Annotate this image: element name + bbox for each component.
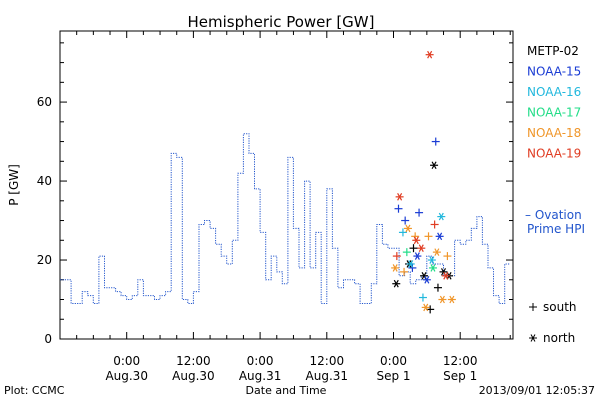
- satellite-markers: [391, 50, 456, 314]
- x-tick-label-time: 0:00: [113, 354, 140, 368]
- x-axis: 0:00Aug.3012:00Aug.300:00Aug.3112:00Aug.…: [76, 31, 511, 383]
- legend-noaa-15: NOAA-15: [527, 65, 581, 79]
- x-tick-label-time: 12:00: [310, 354, 345, 368]
- south-marker: [408, 263, 417, 272]
- north-marker: [403, 224, 412, 233]
- south-marker: [401, 216, 410, 225]
- north-marker: [395, 193, 404, 201]
- south-marker: [443, 252, 452, 261]
- x-tick-label-date: Aug.31: [306, 369, 349, 383]
- north-marker: [438, 295, 447, 304]
- north-marker-key: north: [529, 331, 575, 345]
- north-marker: [428, 264, 437, 272]
- north-marker: [427, 256, 436, 264]
- south-marker: [424, 232, 433, 241]
- north-key-label: north: [543, 331, 575, 345]
- south-marker: [402, 248, 411, 257]
- north-marker: [437, 212, 446, 221]
- y-axis: 0 20 40 60: [37, 42, 513, 346]
- south-marker: [409, 244, 418, 253]
- plot-source: Plot: CCMC: [4, 384, 65, 397]
- north-marker: [421, 303, 430, 312]
- legend-noaa-17: NOAA-17: [527, 106, 581, 120]
- south-marker-key: south: [529, 300, 577, 314]
- south-marker: [433, 283, 442, 292]
- north-marker: [412, 236, 421, 245]
- north-marker: [413, 252, 422, 260]
- legend-noaa-19: NOAA-19: [527, 147, 581, 161]
- north-marker: [447, 295, 456, 304]
- north-marker: [417, 244, 426, 252]
- south-marker: [400, 267, 409, 276]
- x-tick-label-time: 0:00: [247, 354, 274, 368]
- north-marker: [422, 275, 431, 284]
- y-tick-label: 60: [37, 95, 52, 109]
- chart-title: Hemispheric Power [GW]: [188, 13, 375, 31]
- south-marker: [398, 228, 407, 237]
- north-marker: [391, 264, 400, 272]
- x-tick-label-time: 12:00: [443, 354, 478, 368]
- ovation-series: [60, 133, 511, 304]
- x-tick-label-date: Aug.30: [172, 369, 215, 383]
- south-marker: [392, 252, 401, 261]
- south-marker: [394, 204, 403, 213]
- y-tick-label: 20: [37, 253, 52, 267]
- x-axis-label: Date and Time: [246, 384, 327, 397]
- south-marker: [415, 208, 424, 217]
- x-tick-label-time: 12:00: [176, 354, 211, 368]
- north-marker: [435, 232, 444, 241]
- south-marker: [431, 137, 440, 146]
- ovation-legend-line1: – Ovation: [525, 208, 582, 222]
- x-tick-label-date: Sep 1: [443, 369, 477, 383]
- legend-metp-02: METP-02: [527, 44, 579, 58]
- ovation-line: [60, 133, 511, 304]
- x-tick-label-date: Aug.30: [105, 369, 148, 383]
- north-marker: [441, 272, 450, 280]
- ovation-legend-line2: Prime HPI: [527, 222, 585, 236]
- legend-noaa-16: NOAA-16: [527, 85, 581, 99]
- plot-timestamp: 2013/09/01 12:05:37: [479, 384, 595, 397]
- y-tick-label: 0: [44, 332, 52, 346]
- plot-frame: [59, 30, 514, 340]
- south-marker: [430, 220, 439, 229]
- legend-noaa-18: NOAA-18: [527, 126, 581, 140]
- x-tick-label-date: Sep 1: [376, 369, 410, 383]
- y-axis-label: P [GW]: [7, 164, 21, 206]
- north-marker: [406, 260, 415, 268]
- north-marker: [430, 161, 439, 170]
- south-key-label: south: [543, 300, 577, 314]
- south-marker: [418, 293, 427, 302]
- satellite-legend: METP-02 NOAA-15 NOAA-16 NOAA-17 NOAA-18 NOAA-…: [527, 44, 581, 161]
- north-marker: [425, 50, 434, 59]
- y-tick-label: 40: [37, 174, 52, 188]
- north-marker: [392, 279, 401, 288]
- x-tick-label-time: 0:00: [380, 354, 407, 368]
- x-tick-label-date: Aug.31: [239, 369, 282, 383]
- north-marker: [432, 248, 441, 256]
